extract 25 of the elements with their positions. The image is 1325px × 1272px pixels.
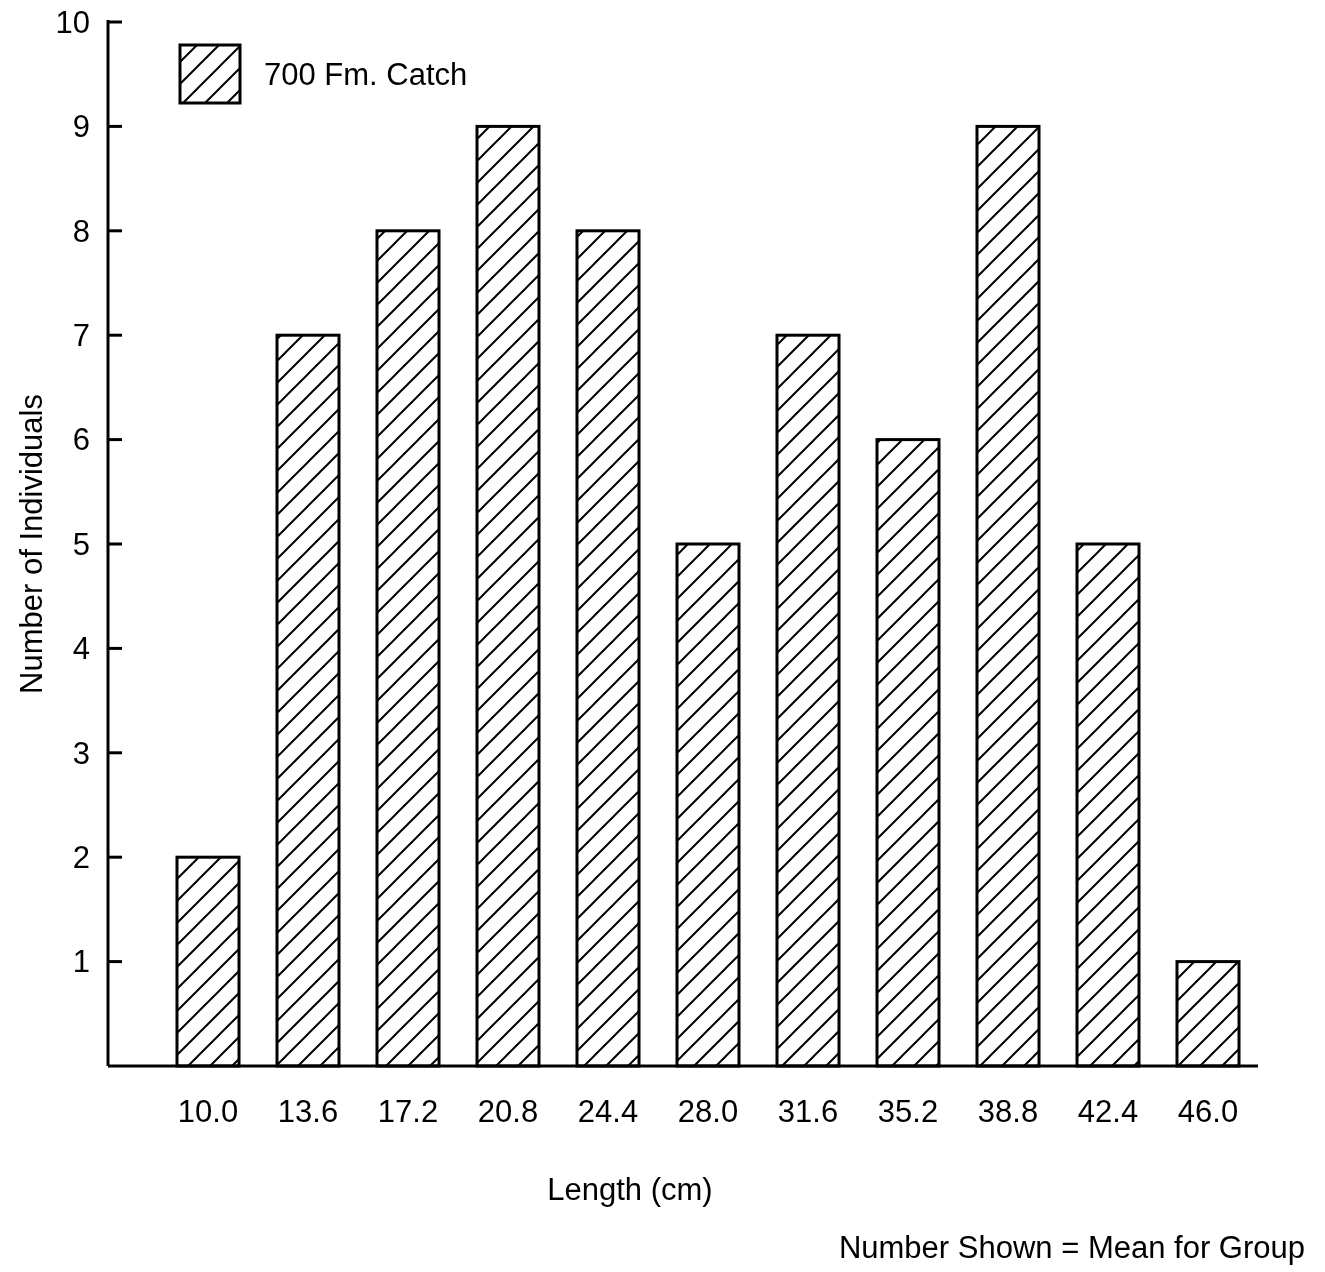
y-axis-title: Number of Individuals <box>14 394 49 694</box>
y-tick-label: 4 <box>72 631 90 667</box>
y-tick-label: 6 <box>72 422 90 458</box>
x-tick-label: 42.4 <box>1077 1094 1139 1129</box>
y-tick-label: 10 <box>55 4 90 40</box>
x-tick-label: 13.6 <box>277 1094 339 1129</box>
legend-label: 700 Fm. Catch <box>264 56 468 92</box>
x-axis-title: Length (cm) <box>547 1172 713 1207</box>
y-tick-label: 2 <box>72 840 90 876</box>
x-tick-label: 38.8 <box>977 1094 1039 1129</box>
y-tick-label: 7 <box>72 318 90 354</box>
y-tick-label: 8 <box>72 213 90 249</box>
text: Number Shown = Mean for Group <box>838 1230 1305 1265</box>
x-tick-label: 20.8 <box>477 1094 539 1129</box>
x-tick-label: 35.2 <box>877 1094 939 1129</box>
x-tick-label: 24.4 <box>577 1094 639 1129</box>
y-tick-label: 1 <box>72 944 90 980</box>
x-tick-label: 31.6 <box>777 1094 839 1129</box>
x-tick-label: 17.2 <box>377 1094 439 1129</box>
y-tick-label: 3 <box>72 735 90 771</box>
x-tick-label: 28.0 <box>677 1094 739 1129</box>
y-tick-label: 9 <box>72 109 90 145</box>
y-tick-label: 5 <box>72 526 90 562</box>
x-tick-label: 10.0 <box>177 1094 239 1129</box>
x-tick-label: 46.0 <box>1177 1094 1239 1129</box>
